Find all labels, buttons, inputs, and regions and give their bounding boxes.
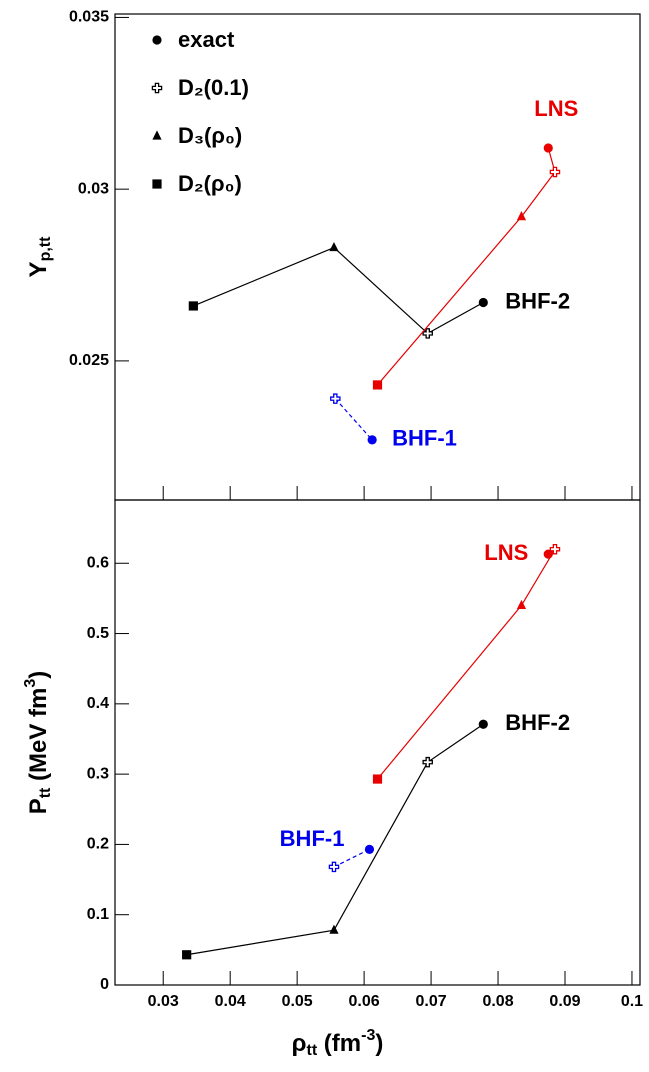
y-tick-label: 0.5 xyxy=(87,625,109,642)
series-line xyxy=(377,548,556,780)
y-axis-label-part: 3 xyxy=(22,679,39,688)
marker xyxy=(188,301,198,311)
y-axis-label-part: p,tt xyxy=(37,236,54,262)
legend-label: D₂(ρ₀) xyxy=(178,171,242,196)
y-tick-label: 0.4 xyxy=(87,695,109,712)
series-line xyxy=(334,398,373,441)
marker xyxy=(329,241,339,252)
y-axis-label: Yp,tt xyxy=(25,236,53,278)
series-label: BHF-1 xyxy=(280,826,345,851)
marker xyxy=(549,543,561,555)
x-tick-label: 0.05 xyxy=(282,993,313,1010)
marker xyxy=(422,756,433,768)
marker xyxy=(478,297,488,308)
marker xyxy=(329,924,339,934)
x-tick-label: 0.08 xyxy=(482,993,513,1010)
legend-marker xyxy=(152,35,162,45)
legend-marker xyxy=(152,130,162,140)
marker xyxy=(330,393,341,404)
series-label: LNS xyxy=(484,540,528,565)
marker xyxy=(478,719,488,729)
marker xyxy=(543,549,553,559)
y-tick-label: 0.6 xyxy=(87,554,109,571)
y-tick-label: 0.3 xyxy=(87,765,109,782)
marker xyxy=(543,143,553,153)
x-axis-label: ρtt (fm-3) xyxy=(292,1027,384,1059)
marker xyxy=(549,166,561,178)
series-line xyxy=(333,848,370,868)
x-axis-label-part: (fm xyxy=(317,1030,361,1057)
series-line xyxy=(377,147,556,386)
y-tick-label: 0.03 xyxy=(78,180,109,197)
x-tick-label: 0.04 xyxy=(215,993,246,1010)
series-label: BHF-2 xyxy=(505,710,570,735)
marker xyxy=(182,950,192,960)
series-line xyxy=(193,246,484,335)
y-axis-label-part: ) xyxy=(25,671,52,679)
x-axis-label-part: ) xyxy=(375,1030,383,1057)
x-axis-label-part: ρ xyxy=(292,1030,307,1057)
x-tick-label: 0.09 xyxy=(549,993,580,1010)
marker xyxy=(328,861,340,873)
series-label: BHF-1 xyxy=(392,426,457,451)
y-tick-label: 0.035 xyxy=(69,9,109,26)
x-tick-label: 0.03 xyxy=(148,993,179,1010)
marker xyxy=(367,435,377,445)
x-axis-label-part: -3 xyxy=(361,1027,375,1044)
series-line xyxy=(186,723,484,956)
y-axis-label-part: (MeV fm xyxy=(25,688,52,788)
marker xyxy=(516,599,527,610)
x-tick-label: 0.1 xyxy=(621,993,643,1010)
plot-frame xyxy=(114,499,641,986)
legend-label: D₂(0.1) xyxy=(178,75,249,100)
x-tick-label: 0.07 xyxy=(416,993,447,1010)
marker xyxy=(364,844,375,854)
legend-label: exact xyxy=(178,27,235,52)
legend-marker xyxy=(151,82,163,94)
series-label: BHF-2 xyxy=(505,288,570,313)
y-axis-label-part: P xyxy=(25,798,52,814)
legend-marker xyxy=(152,179,162,189)
x-tick-label: 0.06 xyxy=(349,993,380,1010)
series-label: LNS xyxy=(534,96,578,121)
x-axis-label-part: tt xyxy=(306,1042,317,1059)
y-axis-label-part: tt xyxy=(37,787,54,798)
y-tick-label: 0.025 xyxy=(69,352,109,369)
marker xyxy=(372,774,383,784)
y-tick-label: 0.2 xyxy=(87,836,109,853)
y-tick-label: 0.1 xyxy=(87,906,109,923)
y-axis-label-part: Y xyxy=(25,261,52,277)
marker xyxy=(516,211,527,221)
legend-label: D₃(ρ₀) xyxy=(178,123,242,148)
y-axis-label: Ptt (MeV fm3) xyxy=(22,671,54,815)
marker xyxy=(372,380,383,390)
y-tick-label: 0 xyxy=(100,976,109,993)
